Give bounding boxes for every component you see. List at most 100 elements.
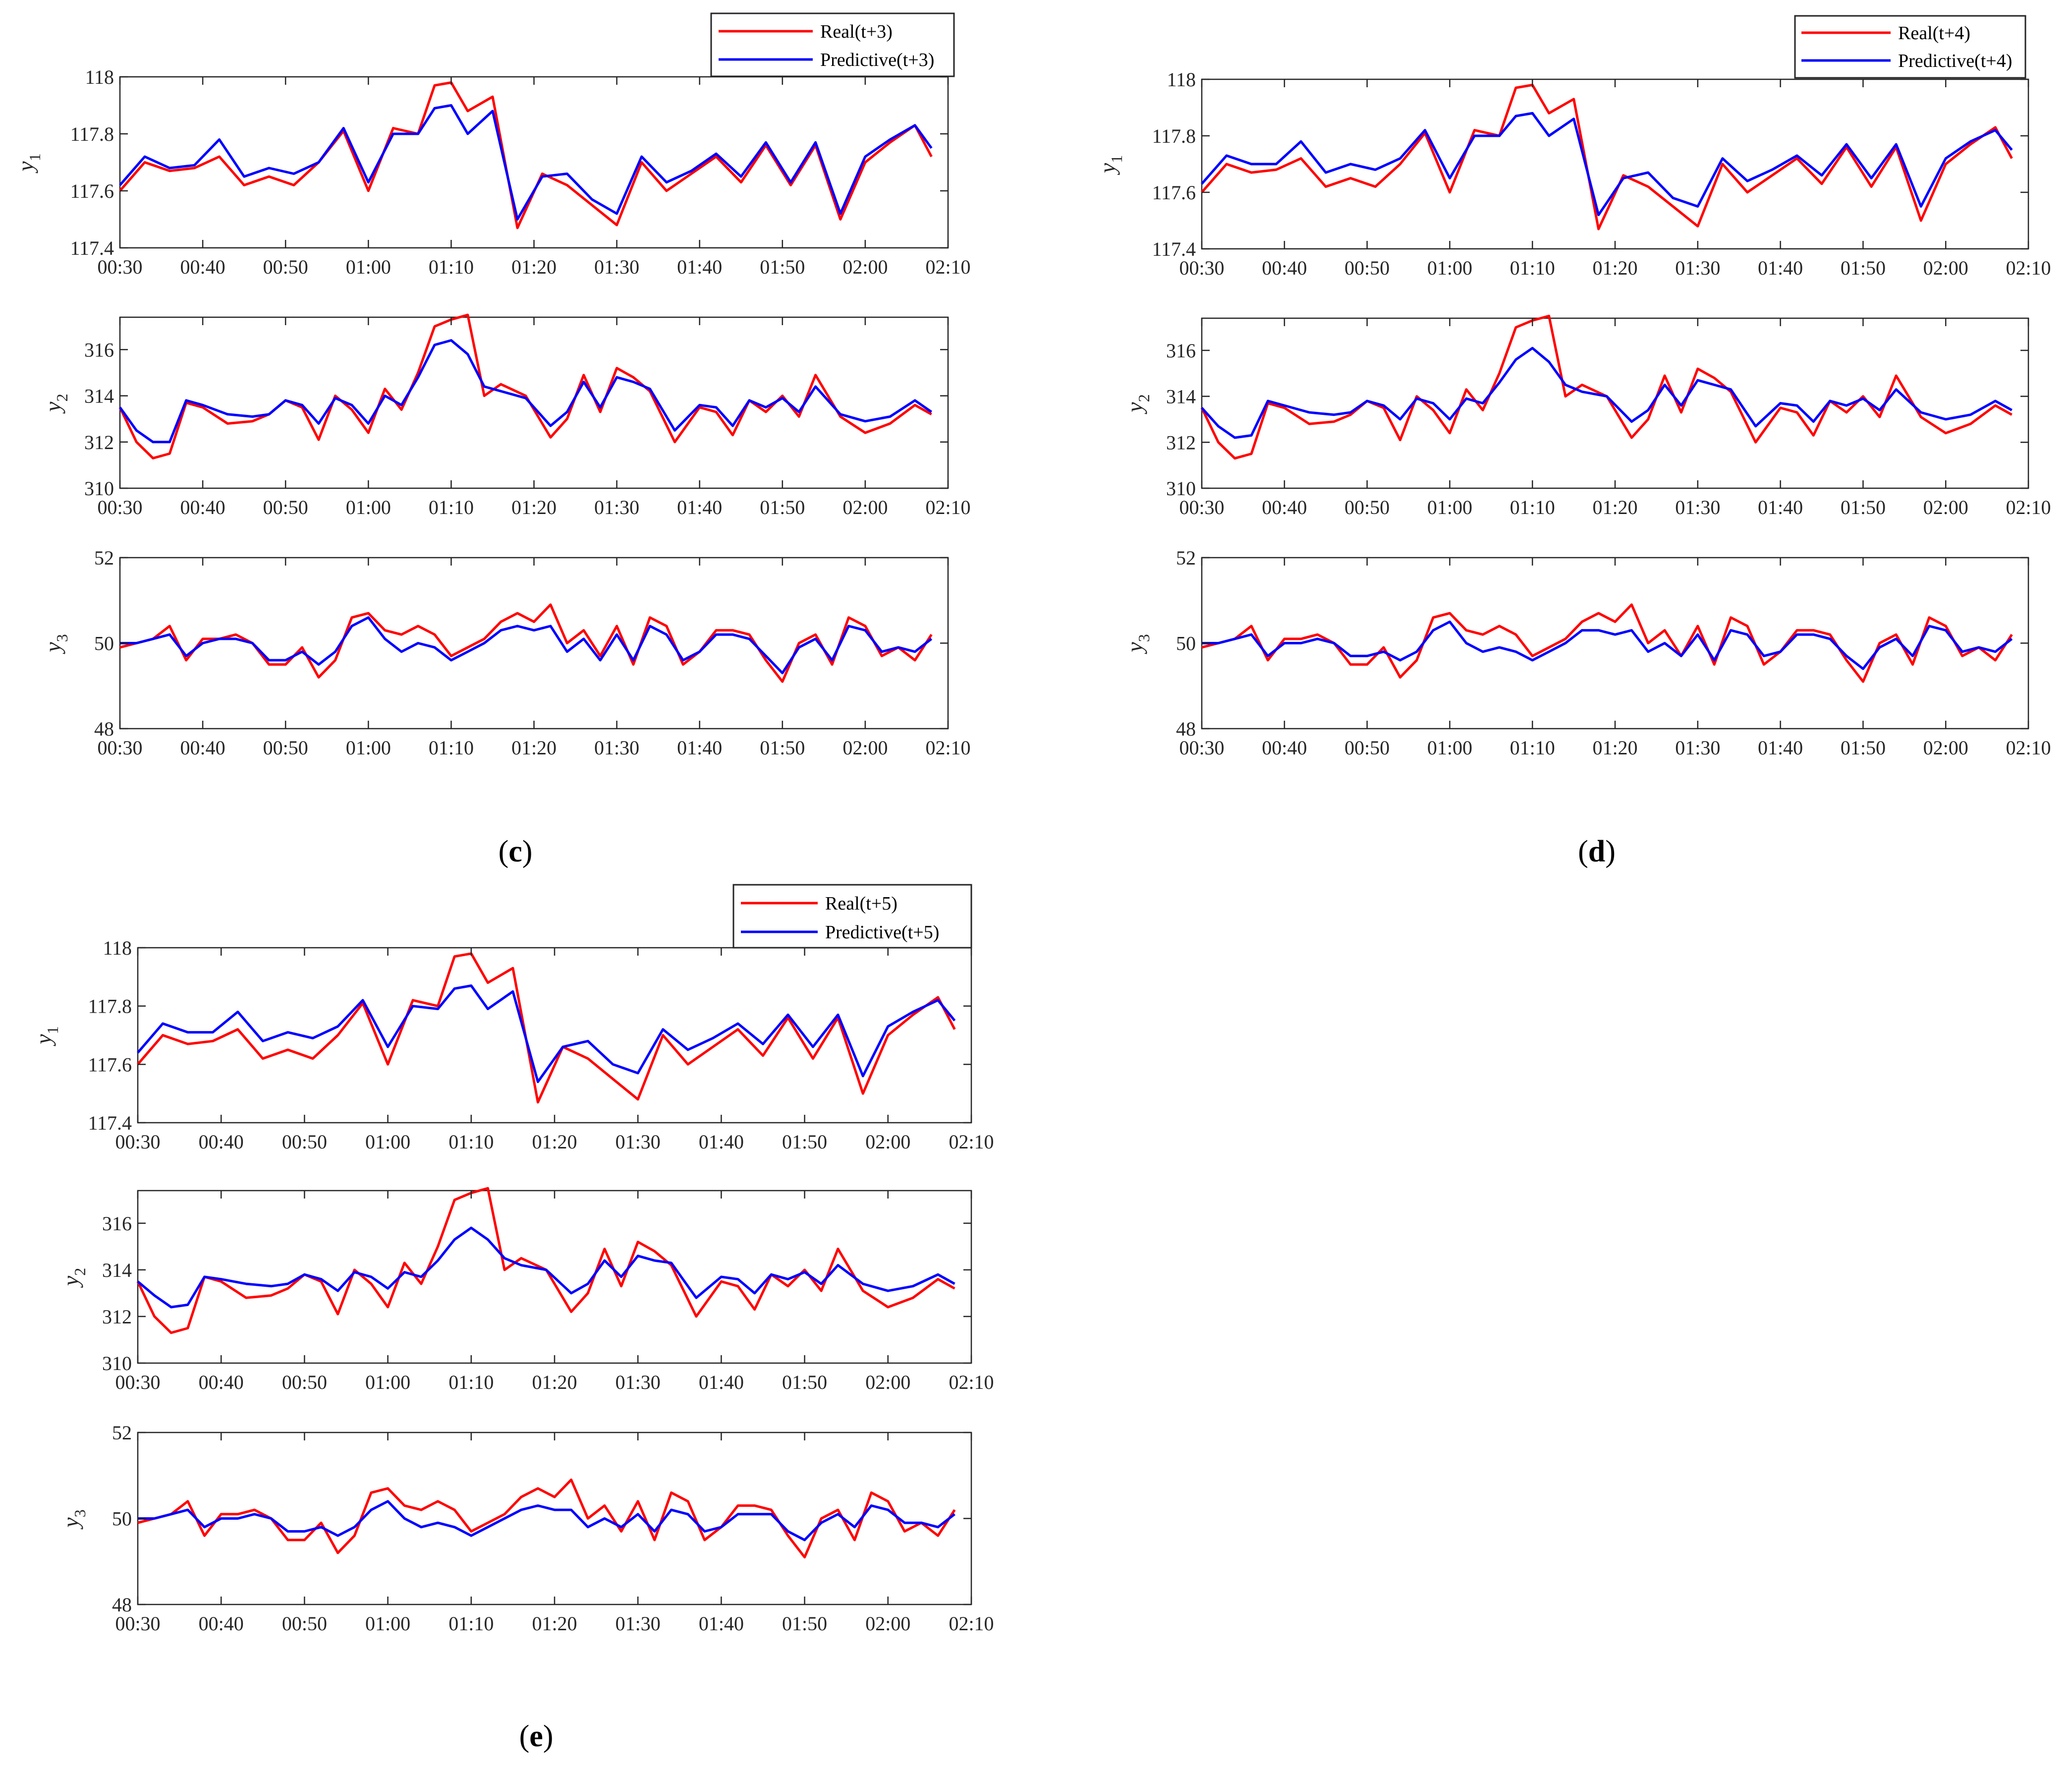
x-tick-label: 01:30 xyxy=(1675,496,1720,518)
x-tick-label: 00:40 xyxy=(199,1612,244,1635)
x-tick-label: 01:30 xyxy=(594,496,639,518)
x-tick-label: 01:10 xyxy=(1510,737,1555,759)
y-tick-label: 48 xyxy=(112,1594,132,1616)
x-tick-label: 02:10 xyxy=(925,496,970,518)
predictive-line-e-y2 xyxy=(137,1226,955,1309)
x-tick-label: 01:40 xyxy=(1758,496,1803,518)
y-tick-label: 316 xyxy=(1166,340,1196,362)
x-tick-label: 01:50 xyxy=(760,737,805,759)
x-tick-label: 01:20 xyxy=(511,737,557,759)
x-tick-label: 01:40 xyxy=(1758,257,1803,279)
x-tick-label: 00:40 xyxy=(180,496,225,518)
x-tick-label: 00:50 xyxy=(1344,496,1390,518)
y-tick-label: 52 xyxy=(1176,547,1196,569)
y-axis-label: y3 xyxy=(1122,634,1153,654)
y-tick-label: 316 xyxy=(102,1212,132,1235)
x-tick-label: 01:30 xyxy=(594,256,639,278)
y-axis-label: y2 xyxy=(1122,394,1153,414)
y-tick-label: 118 xyxy=(1167,68,1196,91)
axes-frame xyxy=(119,76,949,249)
x-tick-label: 01:50 xyxy=(782,1371,827,1393)
real-line-c-y1 xyxy=(119,81,933,229)
predictive-line-c-y3 xyxy=(120,616,933,675)
y-tick-label: 117.8 xyxy=(1152,125,1196,147)
x-tick-label: 01:30 xyxy=(594,737,639,759)
x-tick-label: 00:40 xyxy=(1262,257,1307,279)
y-tick-label: 117.6 xyxy=(1152,181,1196,204)
axes-frame xyxy=(119,557,949,730)
axes-frame xyxy=(119,316,949,489)
x-tick-label: 01:50 xyxy=(782,1612,827,1635)
x-tick-label: 02:00 xyxy=(865,1131,910,1153)
legend-e-pred-label: Predictive(t+5) xyxy=(825,922,939,943)
legend-c-box xyxy=(710,12,955,77)
y-axis-label: y1 xyxy=(31,1026,61,1046)
x-tick-label: 01:30 xyxy=(1675,257,1720,279)
y-axis-label: y2 xyxy=(40,394,71,413)
x-tick-label: 01:20 xyxy=(1592,257,1637,279)
y-tick-label: 117.4 xyxy=(70,237,114,259)
x-tick-label: 01:20 xyxy=(1592,737,1637,759)
x-tick-label: 01:40 xyxy=(699,1131,744,1153)
subplot-e-y2: 310 312 314 316 00:30 00:40 00:50 01:00 01:10 01:… xyxy=(58,1187,994,1393)
x-tick-label: 01:10 xyxy=(1510,496,1555,518)
y-tick-label: 312 xyxy=(102,1306,132,1328)
x-tick-label: 01:40 xyxy=(699,1371,744,1393)
y-tick-label: 312 xyxy=(1166,431,1196,454)
x-tick-label: 00:30 xyxy=(1179,496,1224,518)
x-tick-label: 00:30 xyxy=(97,496,142,518)
y-tick-label: 50 xyxy=(94,632,114,655)
subplot-c-y2: 310 312 314 316 00:30 00:40 00:50 01:00 01:10 01:… xyxy=(40,313,971,518)
x-tick-label: 00:50 xyxy=(282,1131,327,1153)
axes-frame xyxy=(1201,557,2029,730)
x-tick-label: 01:50 xyxy=(1841,257,1886,279)
x-tick-label: 00:30 xyxy=(1179,737,1224,759)
x-tick-label: 01:10 xyxy=(429,737,474,759)
x-tick-label: 02:00 xyxy=(1923,257,1968,279)
y-tick-label: 52 xyxy=(112,1422,132,1444)
x-tick-label: 01:00 xyxy=(1427,257,1472,279)
x-tick-label: 00:30 xyxy=(97,256,142,278)
legend-e-real-label: Real(t+5) xyxy=(825,893,897,914)
x-tick-label: 02:10 xyxy=(925,737,970,759)
y-tick-label: 312 xyxy=(84,431,114,454)
x-tick-label: 02:00 xyxy=(1923,737,1968,759)
x-tick-label: 02:10 xyxy=(2006,257,2051,279)
y-axis-label: y1 xyxy=(13,153,44,173)
subplot-d-y2: 310 312 314 316 00:30 00:40 00:50 01:00 01:10 01:… xyxy=(1122,314,2051,518)
x-tick-label: 01:10 xyxy=(429,256,474,278)
legend-e: Real(t+5) Predictive(t+5) xyxy=(732,884,972,949)
y-tick-label: 117.4 xyxy=(1152,238,1196,260)
x-tick-label: 01:40 xyxy=(677,737,722,759)
x-tick-label: 02:10 xyxy=(2006,496,2051,518)
y-tick-label: 50 xyxy=(1176,632,1196,655)
x-tick-label: 02:10 xyxy=(949,1131,994,1153)
x-tick-label: 01:50 xyxy=(760,256,805,278)
real-line-e-y1 xyxy=(137,952,956,1104)
x-tick-label: 00:50 xyxy=(282,1371,327,1393)
x-tick-label: 02:00 xyxy=(865,1371,910,1393)
x-tick-label: 01:30 xyxy=(616,1612,661,1635)
y-axis-label: y3 xyxy=(40,634,71,654)
y-tick-label: 117.4 xyxy=(88,1112,132,1134)
legend-d-box xyxy=(1794,15,2026,79)
x-tick-label: 00:50 xyxy=(282,1612,327,1635)
x-tick-label: 02:00 xyxy=(1923,496,1968,518)
x-tick-label: 01:20 xyxy=(511,256,557,278)
x-tick-label: 00:40 xyxy=(1262,737,1307,759)
y-tick-label: 117.6 xyxy=(88,1053,132,1076)
x-tick-label: 00:50 xyxy=(263,256,308,278)
y-tick-label: 117.8 xyxy=(88,995,132,1018)
y-tick-label: 117.6 xyxy=(70,180,114,202)
x-tick-label: 01:40 xyxy=(677,256,722,278)
x-tick-label: 02:00 xyxy=(842,496,888,518)
y-tick-label: 48 xyxy=(94,718,114,740)
y-tick-label: 314 xyxy=(84,385,114,407)
y-tick-label: 117.8 xyxy=(70,123,114,145)
legend-e-box xyxy=(732,884,972,949)
x-tick-label: 01:20 xyxy=(532,1131,577,1153)
x-tick-label: 01:10 xyxy=(429,496,474,518)
x-tick-label: 02:10 xyxy=(2006,737,2051,759)
subplot-e-y3: 48 50 52 00:30 00:40 00:50 01:00 01:10 01:20 01:3… xyxy=(58,1422,994,1635)
x-tick-label: 01:10 xyxy=(448,1371,494,1393)
